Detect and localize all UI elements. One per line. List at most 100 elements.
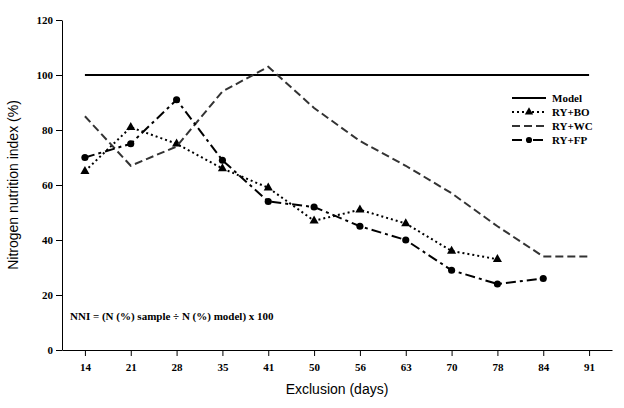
y-tick-label: 40: [42, 234, 54, 246]
y-tick-label: 60: [42, 179, 54, 191]
x-tick-label: 63: [401, 361, 413, 373]
y-tick-mark: [56, 240, 62, 241]
x-tick: 14: [80, 350, 92, 373]
marker: [356, 223, 363, 230]
x-tick: 41: [263, 350, 274, 373]
x-tick: 78: [492, 350, 504, 373]
x-tick-mark: [360, 350, 361, 356]
y-tick: 120: [37, 14, 63, 26]
marker: [219, 157, 226, 164]
x-tick-mark: [222, 350, 223, 356]
y-tick-label: 100: [37, 69, 54, 81]
y-tick-mark: [56, 130, 62, 131]
x-tick-label: 56: [355, 361, 367, 373]
y-tick-mark: [56, 20, 62, 21]
x-tick-label: 14: [80, 361, 92, 373]
x-tick: 28: [172, 350, 184, 373]
x-axis: 14 21 28 35 41 50 56 63 70 78 84 91: [63, 350, 613, 373]
x-tick: 63: [401, 350, 413, 373]
x-axis-line: [63, 350, 613, 351]
series-line: [85, 67, 589, 257]
marker: [494, 280, 501, 287]
x-tick-label: 50: [309, 361, 321, 373]
x-tick: 84: [538, 350, 550, 373]
marker: [447, 246, 456, 254]
legend: Model RY+BO RY+WC RY+FP: [512, 92, 593, 146]
x-tick: 91: [584, 350, 595, 373]
legend-item: Model: [512, 92, 582, 104]
x-tick-mark: [452, 350, 453, 356]
marker: [126, 122, 135, 130]
marker: [540, 275, 547, 282]
marker: [80, 166, 89, 174]
y-tick: 40: [42, 234, 62, 246]
legend-item: RY+WC: [512, 120, 593, 132]
legend-line: [512, 125, 546, 127]
legend-label: Model: [552, 92, 582, 104]
marks: [80, 67, 589, 288]
chart: 0 20 40 60 80 100 120 14 21 28 35 41 50 56 63 70 78 84 91 N…: [0, 0, 624, 408]
x-tick-mark: [589, 350, 590, 356]
marker: [81, 154, 88, 161]
series-line: [85, 127, 498, 259]
y-tick-mark: [56, 295, 62, 296]
plot-area: 0 20 40 60 80 100 120 14 21 28 35 41 50 56 63 70 78 84 91 N…: [37, 14, 613, 373]
x-tick: 50: [309, 350, 321, 373]
annotation: NNI = (N (%) sample ÷ N (%) model) x 100: [70, 310, 274, 323]
marker: [401, 218, 410, 226]
x-tick-label: 41: [263, 361, 274, 373]
legend-label: RY+BO: [552, 106, 590, 118]
y-tick: 20: [42, 289, 62, 301]
x-tick-label: 84: [538, 361, 550, 373]
marker: [402, 236, 409, 243]
marker: [264, 182, 273, 190]
y-axis: 0 20 40 60 80 100 120: [37, 14, 63, 356]
y-axis-line: [62, 21, 63, 351]
x-tick: 70: [447, 350, 459, 373]
x-tick-mark: [85, 350, 86, 356]
marker: [310, 215, 319, 223]
x-tick-label: 35: [217, 361, 229, 373]
y-tick: 80: [42, 124, 62, 136]
y-axis-title: Nitrogen nutrition index (%): [5, 100, 21, 270]
legend-label: RY+FP: [552, 134, 587, 146]
series-line: [85, 100, 543, 284]
x-tick: 21: [126, 350, 137, 373]
marker: [355, 204, 364, 212]
y-tick-label: 80: [42, 124, 54, 136]
marker: [265, 198, 272, 205]
x-tick-mark: [406, 350, 407, 356]
x-tick-label: 91: [584, 361, 595, 373]
x-tick: 56: [355, 350, 367, 373]
x-tick-mark: [497, 350, 498, 356]
marker: [127, 140, 134, 147]
series-line: [85, 74, 589, 76]
x-tick: 35: [217, 350, 229, 373]
marker: [173, 96, 180, 103]
x-tick-mark: [543, 350, 544, 356]
x-tick-mark: [314, 350, 315, 356]
legend-line: [512, 97, 546, 99]
y-tick: 60: [42, 179, 62, 191]
legend-label: RY+WC: [552, 120, 593, 132]
x-tick-label: 70: [447, 361, 459, 373]
marker: [493, 254, 502, 262]
x-tick-mark: [177, 350, 178, 356]
x-tick-label: 78: [492, 361, 504, 373]
legend-item: RY+FP: [512, 134, 587, 146]
y-tick-label: 20: [42, 289, 54, 301]
y-tick-mark: [56, 350, 62, 351]
y-tick: 100: [37, 69, 63, 81]
x-tick-label: 21: [126, 361, 137, 373]
y-tick-label: 120: [37, 14, 54, 26]
x-tick-mark: [268, 350, 269, 356]
x-tick-mark: [131, 350, 132, 356]
y-tick-label: 0: [48, 344, 54, 356]
x-axis-title: Exclusion (days): [286, 381, 389, 397]
x-tick-label: 28: [172, 361, 184, 373]
marker: [448, 267, 455, 274]
legend-marker: [526, 137, 532, 143]
y-tick-mark: [56, 185, 62, 186]
legend-item: RY+BO: [512, 106, 590, 118]
marker: [311, 203, 318, 210]
